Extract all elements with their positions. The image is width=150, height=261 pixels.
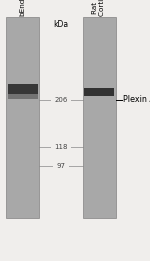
Text: 118: 118 [54,145,68,150]
Text: Rat Embryonic
Cortical Neuron: Rat Embryonic Cortical Neuron [93,0,105,16]
Text: kDa: kDa [53,20,68,28]
Bar [84,88,114,96]
Text: 97: 97 [56,163,65,169]
Text: Plexin A2: Plexin A2 [123,95,150,104]
Text: bEnd.3: bEnd.3 [20,0,26,16]
Bar [6,17,39,218]
Bar [8,84,38,94]
Bar [8,94,38,99]
Bar [82,17,116,218]
Text: 206: 206 [54,97,68,103]
